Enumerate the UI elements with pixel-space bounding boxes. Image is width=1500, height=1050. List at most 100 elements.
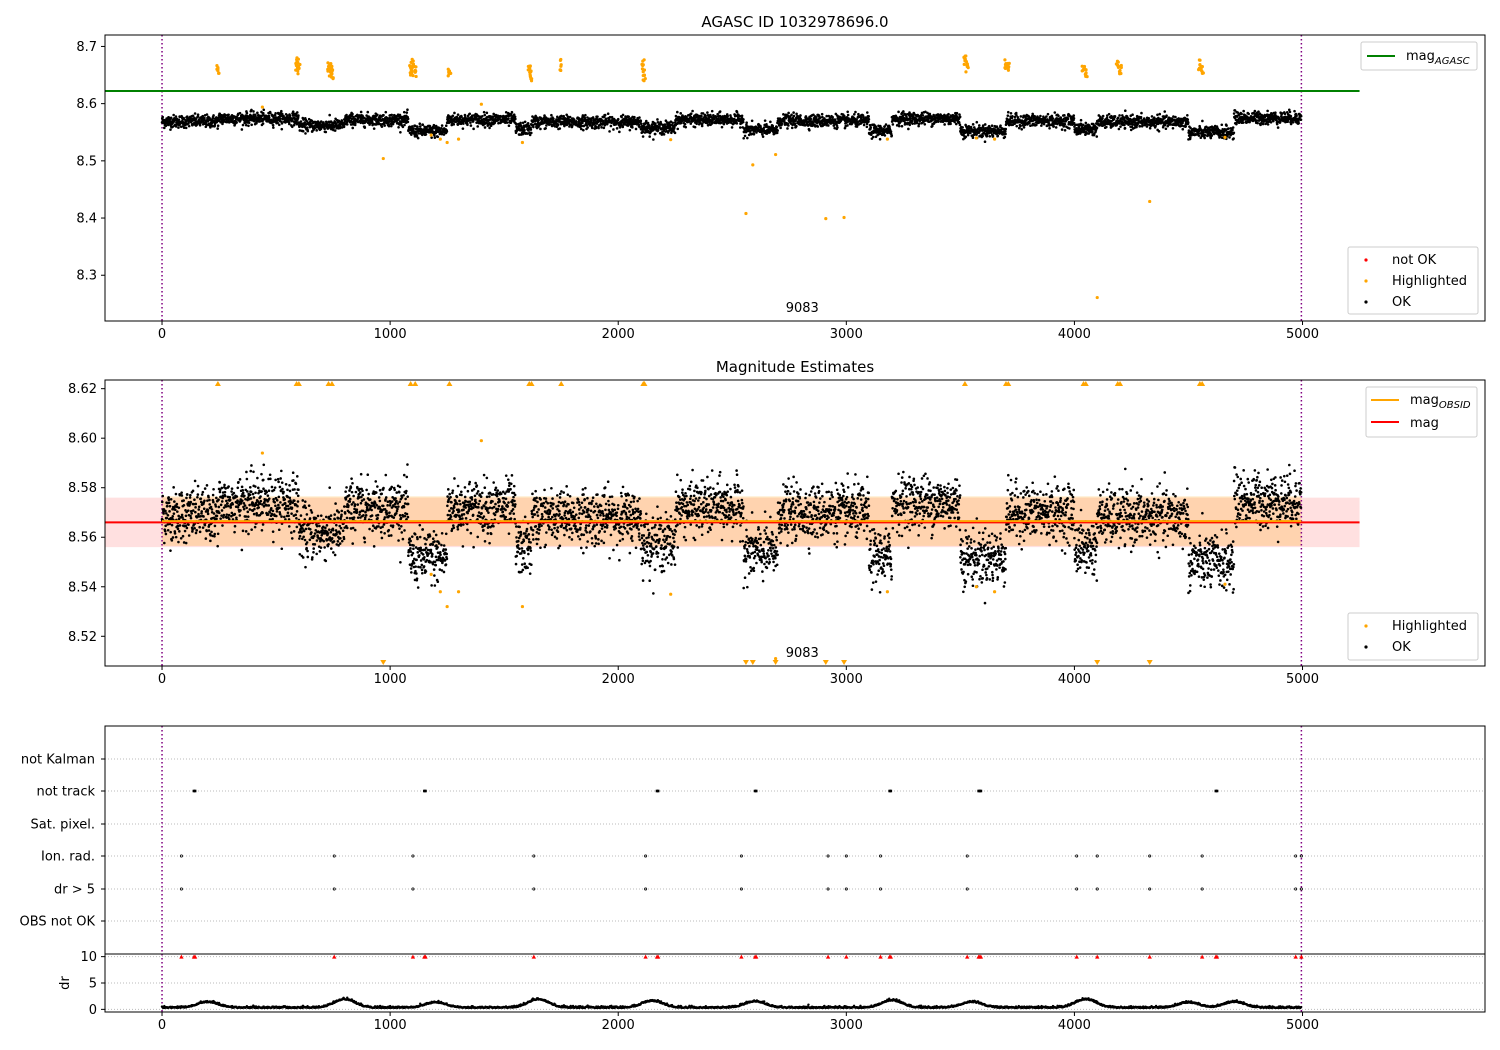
ok-point: [172, 114, 175, 117]
ok-point: [1061, 128, 1064, 131]
ok-point: [1187, 121, 1190, 124]
ok-point: [532, 126, 535, 129]
ok-point: [383, 124, 386, 127]
ok-point: [1210, 134, 1213, 137]
ok-point: [1267, 123, 1270, 126]
ok-point: [328, 114, 331, 117]
ok-point: [279, 117, 282, 120]
ok-point: [235, 121, 238, 124]
ok-point: [421, 123, 424, 126]
ok-point: [902, 110, 905, 113]
ok-point: [399, 114, 402, 117]
ok-point: [786, 127, 789, 130]
ok-point: [1254, 110, 1257, 113]
ok-point: [675, 115, 678, 118]
ok-point: [416, 126, 419, 129]
ok-point: [169, 128, 172, 131]
ok-point: [575, 120, 578, 123]
ok-point: [315, 129, 318, 132]
ok-point: [868, 118, 871, 121]
ok-point: [836, 126, 839, 129]
ok-point: [1231, 129, 1234, 132]
ok-point: [430, 136, 433, 139]
ok-point: [1197, 132, 1200, 135]
ok-point: [1140, 112, 1143, 115]
ok-point: [711, 110, 714, 113]
ok-point: [1047, 113, 1050, 116]
ok-point: [483, 114, 486, 117]
ok-point: [897, 111, 900, 114]
ok-point: [1080, 119, 1083, 122]
ok-point: [955, 123, 958, 126]
ok-point: [1064, 123, 1067, 126]
ok-point: [972, 123, 975, 126]
ok-point: [744, 135, 747, 138]
ok-point: [1105, 126, 1108, 129]
ok-point: [645, 120, 648, 123]
ok-point: [165, 124, 168, 127]
ok-point: [792, 111, 795, 114]
ok-point: [978, 124, 981, 127]
ok-point: [1119, 125, 1122, 128]
ok-point: [869, 124, 872, 127]
ok-point: [1233, 112, 1236, 115]
ok-point: [488, 127, 491, 130]
ok-point: [1095, 135, 1098, 138]
ok-point: [1174, 116, 1177, 119]
ok-point: [631, 126, 634, 129]
ok-point: [1028, 122, 1031, 125]
ok-point: [674, 132, 677, 135]
ok-point: [753, 133, 756, 136]
ok-point: [511, 111, 514, 114]
ok-point: [472, 128, 475, 131]
ok-point: [250, 123, 253, 126]
ok-point: [608, 130, 611, 133]
ok-point: [684, 123, 687, 126]
ok-point: [1274, 111, 1277, 114]
ok-point: [984, 140, 987, 143]
ok-point: [700, 115, 703, 118]
ok-point: [1186, 118, 1189, 121]
ok-point: [1101, 117, 1104, 120]
ok-point: [791, 127, 794, 130]
ok-point: [867, 115, 870, 118]
ok-point: [984, 123, 987, 126]
ok-point: [1172, 127, 1175, 130]
ok-point: [857, 113, 860, 116]
ok-point: [248, 121, 251, 124]
ok-point: [769, 121, 772, 124]
ok-point: [508, 124, 511, 127]
ok-point: [1203, 137, 1206, 140]
ok-point: [405, 111, 408, 114]
ok-point: [399, 131, 402, 134]
ok-point: [600, 126, 603, 129]
ok-point: [466, 124, 469, 127]
ok-point: [996, 134, 999, 137]
ok-point: [1158, 130, 1161, 133]
ok-point: [917, 125, 920, 128]
ok-point: [780, 122, 783, 125]
ok-point: [1054, 111, 1057, 114]
ok-point: [1225, 124, 1228, 127]
ok-point: [1140, 116, 1143, 119]
ok-point: [469, 121, 472, 124]
ok-point: [1277, 126, 1280, 129]
ok-point: [452, 114, 455, 117]
ok-point: [419, 125, 422, 128]
ok-point: [544, 127, 547, 130]
ok-point: [604, 114, 607, 117]
ok-point: [654, 133, 657, 136]
ok-point: [523, 129, 526, 132]
ok-point: [745, 121, 748, 124]
ok-point: [1039, 115, 1042, 118]
ok-point: [808, 129, 811, 132]
ok-point: [947, 113, 950, 116]
ok-point: [170, 116, 173, 119]
ok-point: [1040, 124, 1043, 127]
ok-point: [252, 110, 255, 113]
ok-point: [638, 116, 641, 119]
ok-point: [787, 112, 790, 115]
ok-point: [557, 124, 560, 127]
ok-point: [1102, 115, 1105, 118]
